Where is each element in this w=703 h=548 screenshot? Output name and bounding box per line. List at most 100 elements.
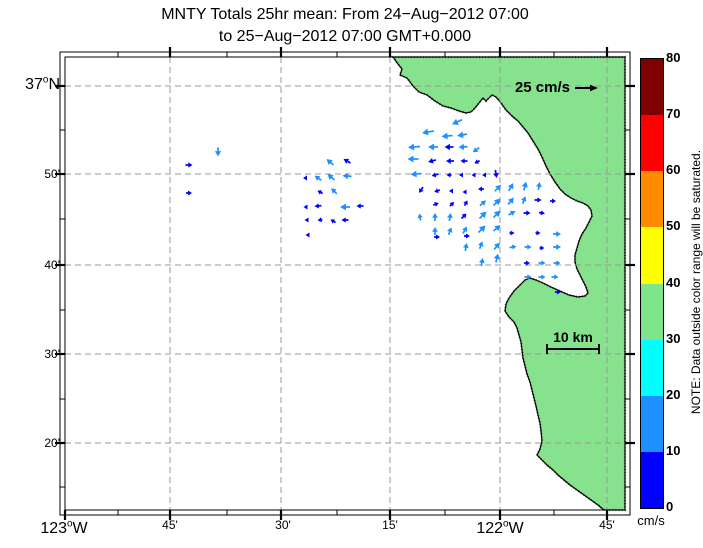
current-vector <box>342 172 352 180</box>
current-vector <box>492 210 501 219</box>
current-vector <box>460 213 467 220</box>
longitude-tick-label: 45' <box>162 518 178 532</box>
current-vector <box>410 170 422 178</box>
current-vector <box>447 227 453 236</box>
current-vector <box>434 234 440 240</box>
current-vector <box>553 231 561 237</box>
current-vector <box>303 175 307 181</box>
current-vector <box>539 245 545 251</box>
current-vector <box>356 203 364 209</box>
current-vector <box>521 196 527 205</box>
current-vector <box>432 213 438 221</box>
current-vector <box>317 190 324 195</box>
current-vector <box>462 189 467 195</box>
chart-title-line2: to 25−Aug−2012 07:00 GMT+0.000 <box>218 28 472 45</box>
colorbar-units-label: cm/s <box>637 513 665 528</box>
current-vector <box>493 169 499 178</box>
current-vector <box>508 210 516 216</box>
current-vector <box>471 172 476 178</box>
current-vector <box>441 132 453 140</box>
current-vector <box>538 210 545 216</box>
current-vector <box>331 188 338 195</box>
current-vector <box>305 232 310 238</box>
current-vector <box>459 172 463 178</box>
current-vector <box>330 219 337 224</box>
current-vector <box>432 227 438 235</box>
current-vector <box>431 172 439 178</box>
current-vector <box>340 203 350 211</box>
current-vector <box>434 188 441 194</box>
current-vector <box>472 147 480 153</box>
latitude-tick-label: 50' <box>44 167 60 181</box>
current-vector <box>407 155 419 163</box>
current-vector <box>417 213 423 221</box>
current-vector <box>479 258 485 267</box>
current-vector <box>408 143 421 151</box>
current-vector <box>314 203 322 209</box>
latitude-tick-label: 30' <box>44 347 60 361</box>
longitude-tick-label: 15' <box>382 518 398 532</box>
distance-scale-label: 10 km <box>553 329 593 345</box>
colorbar-segment-60-70 <box>641 115 663 172</box>
current-vector <box>524 274 532 280</box>
current-vector <box>449 201 455 207</box>
current-vector <box>524 244 532 250</box>
current-vector <box>478 241 484 250</box>
current-vector <box>493 253 500 263</box>
current-vector <box>326 159 334 166</box>
current-vector <box>538 274 546 280</box>
colorbar <box>640 58 664 509</box>
land-polygon <box>391 56 626 511</box>
current-vector <box>422 128 435 136</box>
current-vector <box>214 147 222 157</box>
current-vector <box>521 181 528 191</box>
latitude-tick-label: 37oN <box>25 74 60 93</box>
current-vector <box>304 217 309 223</box>
current-vector <box>460 158 468 164</box>
current-vector <box>446 172 452 178</box>
current-vector <box>535 230 541 236</box>
colorbar-tick-label: 40 <box>666 274 681 290</box>
current-vector <box>507 183 514 192</box>
current-vector <box>509 244 517 250</box>
current-vector <box>428 143 438 151</box>
current-vector <box>538 260 546 266</box>
current-vector <box>462 226 468 234</box>
map-frame-outer <box>59 51 631 516</box>
latitude-tick-label: 40' <box>44 258 60 272</box>
current-vector <box>343 158 351 164</box>
longitude-tick-label: 45' <box>599 518 615 532</box>
current-vector <box>464 233 470 239</box>
current-vector <box>534 197 542 203</box>
current-vector <box>458 143 468 151</box>
current-vector <box>550 198 556 204</box>
current-vector <box>553 244 561 250</box>
colorbar-tick-label: 70 <box>666 106 681 122</box>
current-vector <box>463 243 469 252</box>
current-vector <box>452 118 463 125</box>
colorbar-tick-label: 80 <box>666 50 681 65</box>
colorbar-tick-label: 10 <box>666 442 681 458</box>
colorbar-tick-label: 0 <box>666 499 674 514</box>
colorbar-segment-70-80 <box>641 59 663 116</box>
current-vector <box>446 158 454 164</box>
colorbar-tick-label: 50 <box>666 218 681 234</box>
velocity-scale-arrowhead <box>590 84 598 92</box>
colorbar-tick-label: 60 <box>666 162 681 178</box>
current-vector <box>551 274 559 280</box>
longitude-tick-label: 123oW <box>40 518 88 537</box>
current-vector <box>553 260 561 266</box>
current-vector <box>477 225 486 234</box>
current-vector <box>314 175 322 181</box>
longitude-tick-label: 30' <box>275 518 291 532</box>
current-vector <box>536 182 542 191</box>
current-vector <box>492 198 501 207</box>
current-vector <box>444 143 454 151</box>
colorbar-segment-50-60 <box>641 171 663 228</box>
current-vector <box>447 213 453 222</box>
current-vector <box>457 131 468 139</box>
current-vector <box>317 217 323 223</box>
current-vector <box>482 172 486 178</box>
